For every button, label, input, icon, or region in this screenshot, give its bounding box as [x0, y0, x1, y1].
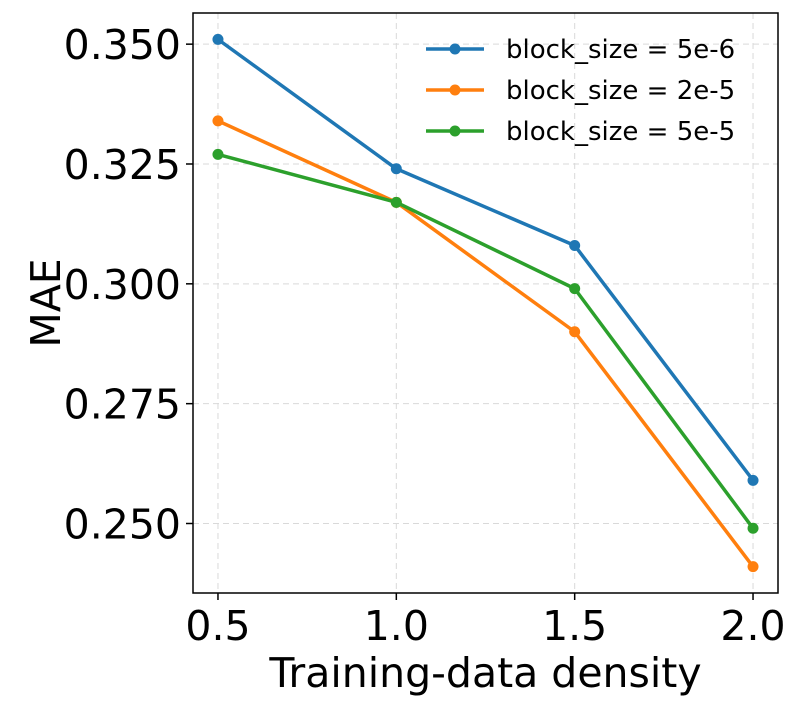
data-point	[212, 33, 224, 45]
y-tick-label: 0.250	[64, 500, 181, 548]
legend: block_size = 5e-6 block_size = 2e-5 block_…	[426, 35, 735, 147]
legend-item-3: block_size = 5e-5	[426, 117, 735, 147]
series-line	[216, 152, 755, 531]
legend-item-1: block_size = 5e-6	[426, 35, 735, 65]
series-2	[212, 115, 759, 573]
data-point	[569, 283, 581, 295]
x-tick-label: 0.5	[185, 602, 250, 650]
y-tick-label: 0.350	[64, 21, 181, 69]
x-tick-label: 1.5	[542, 602, 607, 650]
series-line	[216, 37, 755, 483]
series-1	[212, 33, 759, 486]
data-point	[390, 196, 402, 208]
legend-item-2: block_size = 2e-5	[426, 76, 735, 106]
x-tick-label: 2.0	[720, 602, 785, 650]
data-point	[569, 239, 581, 251]
data-point	[212, 115, 224, 127]
series-group	[212, 33, 759, 573]
x-tick-label: 1.0	[364, 602, 429, 650]
series-3	[212, 148, 759, 534]
series-line	[216, 119, 755, 569]
x-axis-title: Training-data density	[268, 649, 701, 697]
data-point	[569, 326, 581, 338]
data-point	[390, 163, 402, 175]
y-tick-label: 0.275	[64, 381, 181, 429]
data-point	[747, 474, 759, 486]
legend-label: block_size = 5e-5	[506, 117, 735, 147]
legend-marker	[449, 125, 461, 137]
grid-lines	[193, 13, 778, 593]
legend-marker	[449, 43, 461, 55]
data-point	[212, 148, 224, 160]
axis-ticks: 0.5 1.0 1.5 2.0 0.250 0.275 0.300 0.325 0.350	[64, 21, 786, 650]
y-tick-label: 0.325	[64, 141, 181, 189]
data-point	[747, 522, 759, 534]
data-point	[747, 561, 759, 573]
plot-frame	[192, 12, 779, 594]
y-axis-title: MAE	[22, 258, 70, 347]
legend-label: block_size = 2e-5	[506, 76, 735, 106]
y-tick-label: 0.300	[64, 261, 181, 309]
legend-label: block_size = 5e-6	[506, 35, 735, 65]
legend-marker	[449, 84, 461, 96]
